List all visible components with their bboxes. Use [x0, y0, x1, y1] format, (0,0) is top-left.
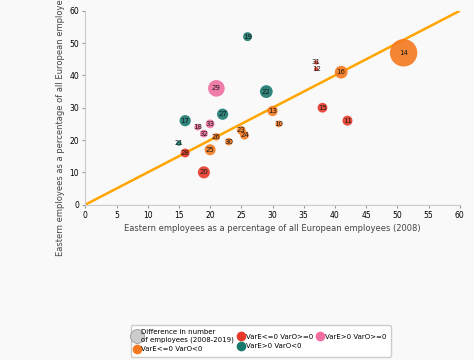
Point	[319, 105, 326, 111]
Text: 22: 22	[262, 89, 271, 95]
Text: 11: 11	[343, 118, 352, 124]
Text: 28: 28	[181, 150, 190, 156]
Text: 19: 19	[243, 33, 252, 40]
Text: 10: 10	[274, 121, 283, 127]
Point	[219, 111, 227, 117]
Text: 21: 21	[174, 140, 183, 146]
Y-axis label: Eastern employees as a percentage of all European employees (2019): Eastern employees as a percentage of all…	[56, 0, 65, 256]
Text: 23: 23	[237, 127, 246, 133]
Text: 32: 32	[200, 131, 209, 136]
Point	[237, 127, 245, 133]
Point	[206, 147, 214, 153]
Point	[241, 132, 248, 138]
Point	[182, 118, 189, 123]
Point	[200, 170, 208, 175]
Point	[225, 139, 233, 145]
Text: 15: 15	[318, 105, 327, 111]
Point	[344, 118, 351, 123]
Text: 14: 14	[399, 50, 408, 56]
Point	[244, 34, 251, 40]
Point	[312, 66, 320, 72]
Point	[275, 121, 283, 127]
X-axis label: Eastern employees as a percentage of all European employees (2008): Eastern employees as a percentage of all…	[124, 224, 421, 233]
Text: 25: 25	[206, 147, 215, 153]
Point	[194, 124, 201, 130]
Point	[269, 108, 276, 114]
Point	[175, 140, 182, 146]
Point	[400, 50, 407, 56]
Text: 17: 17	[181, 118, 190, 124]
Text: 18: 18	[193, 124, 202, 130]
Text: 27: 27	[218, 111, 227, 117]
Text: 24: 24	[240, 132, 249, 138]
Point	[337, 69, 345, 75]
Point	[312, 60, 320, 66]
Text: 31: 31	[312, 59, 321, 66]
Legend: Difference in number
of employees (2008-2019), VarE<=0 VarO<0, VarE<=0 VarO>=0, : Difference in number of employees (2008-…	[131, 325, 391, 356]
Point	[182, 150, 189, 156]
Point	[206, 121, 214, 127]
Point	[212, 85, 220, 91]
Point	[263, 89, 270, 94]
Point	[212, 134, 220, 140]
Text: 26: 26	[212, 134, 221, 140]
Text: 12: 12	[312, 66, 321, 72]
Text: 13: 13	[268, 108, 277, 114]
Text: 16: 16	[337, 69, 346, 75]
Text: 33: 33	[206, 121, 215, 127]
Point	[200, 131, 208, 136]
Text: 20: 20	[200, 169, 209, 175]
Text: 29: 29	[212, 85, 221, 91]
Text: 30: 30	[224, 139, 233, 145]
